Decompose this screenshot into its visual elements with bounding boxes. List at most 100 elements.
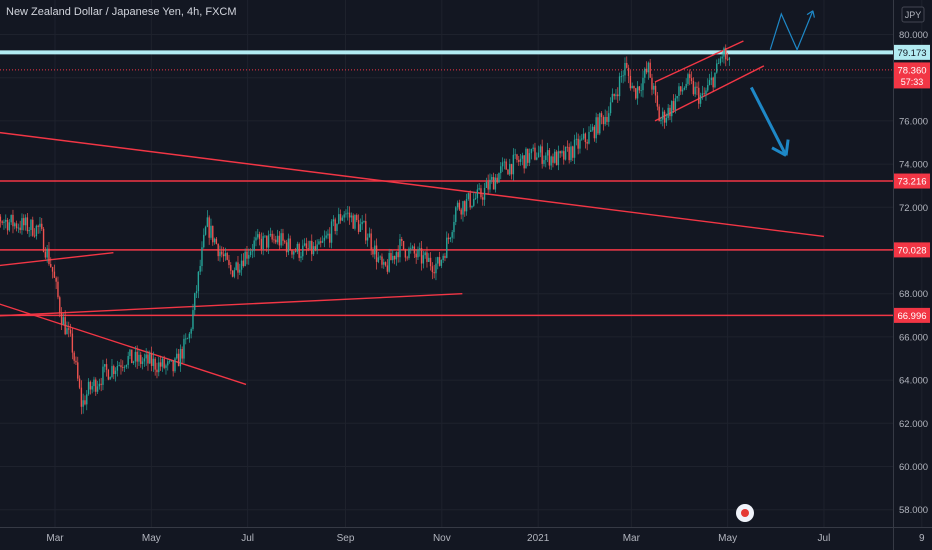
candle-body <box>590 130 592 132</box>
candle-body <box>145 354 147 359</box>
trend-line <box>0 251 114 267</box>
candle-body <box>282 233 284 241</box>
candle-body <box>269 233 272 236</box>
time-axis[interactable]: Mar May Jul Sep Nov 2021 Mar May Jul 9 <box>0 527 932 545</box>
candle-body <box>33 235 36 237</box>
candle-body <box>17 227 20 229</box>
x-tick-label: Mar <box>46 533 64 544</box>
candle-body <box>671 101 673 117</box>
candle-body <box>179 348 182 367</box>
candle-body <box>608 113 610 122</box>
candle-body <box>231 270 234 277</box>
candle-body <box>26 217 29 232</box>
forecast-arrow-head <box>771 146 787 157</box>
candle-body <box>579 139 581 149</box>
candle-body <box>156 369 158 373</box>
candle-body <box>683 87 686 90</box>
candle-body <box>305 243 308 249</box>
candle-body <box>275 239 277 243</box>
candle-body <box>554 151 556 163</box>
candle-body <box>336 223 338 231</box>
candle-body <box>469 193 471 208</box>
candle-body <box>111 366 113 377</box>
candle-body <box>98 383 101 387</box>
candle-body <box>519 158 522 162</box>
candle-body <box>721 56 723 59</box>
candle-body <box>530 148 533 154</box>
candle-body <box>321 240 324 243</box>
candle-body <box>528 153 531 163</box>
candle-body <box>518 159 520 162</box>
candle-body <box>248 255 250 259</box>
candle-body <box>375 245 378 262</box>
candle-body <box>307 248 309 249</box>
candle-body <box>487 181 489 190</box>
candle-body <box>39 223 41 227</box>
candle-body <box>343 214 345 218</box>
candle-body <box>667 107 669 118</box>
level-badge-box <box>894 44 930 60</box>
candle-body <box>356 215 358 221</box>
candle-body <box>635 88 637 99</box>
candle-body <box>514 154 516 156</box>
candle-body <box>536 157 538 160</box>
candle-body <box>510 164 513 175</box>
candle-body <box>363 221 365 222</box>
candle-body <box>59 297 61 313</box>
candle-body <box>642 77 644 91</box>
currency-label: JPY <box>901 6 925 23</box>
candle-body <box>404 249 407 258</box>
candle-body <box>68 328 70 330</box>
candle-body <box>442 255 444 260</box>
candle-body <box>62 317 65 325</box>
candle-body <box>105 364 108 370</box>
candle-body <box>649 62 651 78</box>
candle-body <box>611 93 614 103</box>
candle-body <box>543 160 545 164</box>
candle-body <box>44 251 47 258</box>
candle-body <box>253 240 255 251</box>
candle-body <box>192 310 194 330</box>
candle-body <box>242 260 245 267</box>
candle-body <box>701 93 704 96</box>
candle-body <box>75 360 77 363</box>
forecast-arrow <box>749 86 788 157</box>
candle-body <box>271 233 273 240</box>
candle-body <box>662 111 664 120</box>
candle-body <box>348 212 351 218</box>
forecast-arrow-head <box>806 10 814 16</box>
candle-body <box>527 148 529 163</box>
candle-body <box>500 166 502 174</box>
candle-body <box>485 181 488 189</box>
candle-body <box>645 68 648 73</box>
candle-body <box>584 133 587 143</box>
candle-body <box>588 131 590 144</box>
candle-body <box>447 237 450 240</box>
chart-title: New Zealand Dollar / Japanese Yen, 4h, F… <box>6 6 237 18</box>
candle-body <box>699 95 702 104</box>
candle-body <box>725 48 727 60</box>
candle-body <box>627 67 630 76</box>
candle-body <box>168 360 171 362</box>
candle-body <box>600 113 603 118</box>
candle-body <box>352 215 354 229</box>
candle-body <box>678 86 680 96</box>
candle-body <box>453 221 455 233</box>
candle-body <box>577 138 579 149</box>
candle-body <box>347 212 349 214</box>
candle-body <box>433 272 435 274</box>
candle-body <box>6 219 9 231</box>
candle-body <box>395 252 398 260</box>
candle-body <box>222 254 225 257</box>
candle-body <box>586 142 588 144</box>
candle-body <box>446 237 448 258</box>
candle-body <box>57 281 59 298</box>
candle-body <box>462 201 464 215</box>
candle-body <box>620 76 623 77</box>
candle-body <box>208 217 210 238</box>
x-tick-label: May <box>718 533 737 544</box>
candle-body <box>244 251 246 267</box>
x-tick-label: Nov <box>433 533 451 544</box>
